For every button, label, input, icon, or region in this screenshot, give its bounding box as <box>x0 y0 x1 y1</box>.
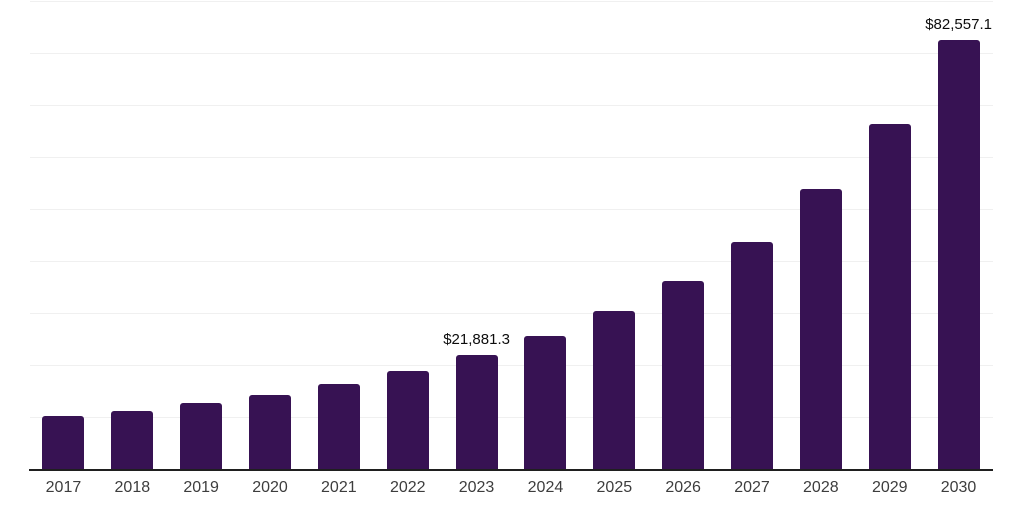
x-tick-label-2022: 2022 <box>389 479 426 496</box>
x-tick-label-2017: 2017 <box>45 479 82 496</box>
bar-2021 <box>317 384 360 469</box>
gridline <box>30 52 993 54</box>
x-tick-label-2028: 2028 <box>803 479 839 496</box>
bar-2025 <box>593 311 636 469</box>
bar-value-label-2023: $21,881.3 <box>443 331 510 349</box>
gridline <box>30 208 993 210</box>
x-tick-label-2025: 2025 <box>596 479 633 496</box>
x-tick-label-2026: 2026 <box>665 479 701 496</box>
gridline <box>30 104 993 106</box>
x-tick-label-2019: 2019 <box>183 479 219 496</box>
gridline <box>30 416 993 418</box>
bar-2029 <box>868 124 911 469</box>
bar-2023 <box>455 355 498 469</box>
x-tick-label-2018: 2018 <box>114 479 151 496</box>
plot-area: $21,881.3 $82,557.1 <box>29 0 993 471</box>
x-axis-line <box>29 469 993 471</box>
bar-2026 <box>662 280 705 469</box>
gridline <box>30 260 993 262</box>
bar-2018 <box>111 410 154 469</box>
gridline <box>30 0 993 2</box>
bar-2022 <box>386 370 429 469</box>
bar-2019 <box>180 402 223 469</box>
x-tick-label-2023: 2023 <box>458 479 495 496</box>
bar-2020 <box>249 394 291 469</box>
x-tick-label-2021: 2021 <box>321 479 357 496</box>
x-tick-label-2020: 2020 <box>252 479 288 496</box>
gridline <box>30 312 993 314</box>
bar-2027 <box>731 241 773 469</box>
x-tick-label-2029: 2029 <box>871 479 908 496</box>
bar-2030 <box>937 39 980 469</box>
x-tick-label-2024: 2024 <box>527 479 564 496</box>
x-tick-label-2030: 2030 <box>940 479 977 496</box>
x-tick-label-2027: 2027 <box>734 479 770 496</box>
gridline <box>30 156 993 158</box>
bar-2017 <box>42 416 85 469</box>
bar-2028 <box>799 189 842 469</box>
bar-2024 <box>524 336 567 469</box>
x-axis-labels: 2017 2018 2019 2020 2021 2022 2023 2024 2025 2026… <box>29 479 993 503</box>
bar-value-label-2030: $82,557.1 <box>925 15 992 33</box>
gridline <box>30 364 993 366</box>
